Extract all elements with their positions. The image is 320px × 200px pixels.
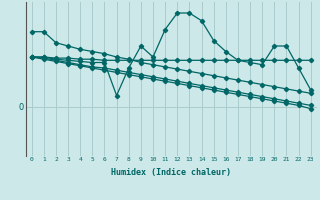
X-axis label: Humidex (Indice chaleur): Humidex (Indice chaleur): [111, 168, 231, 177]
